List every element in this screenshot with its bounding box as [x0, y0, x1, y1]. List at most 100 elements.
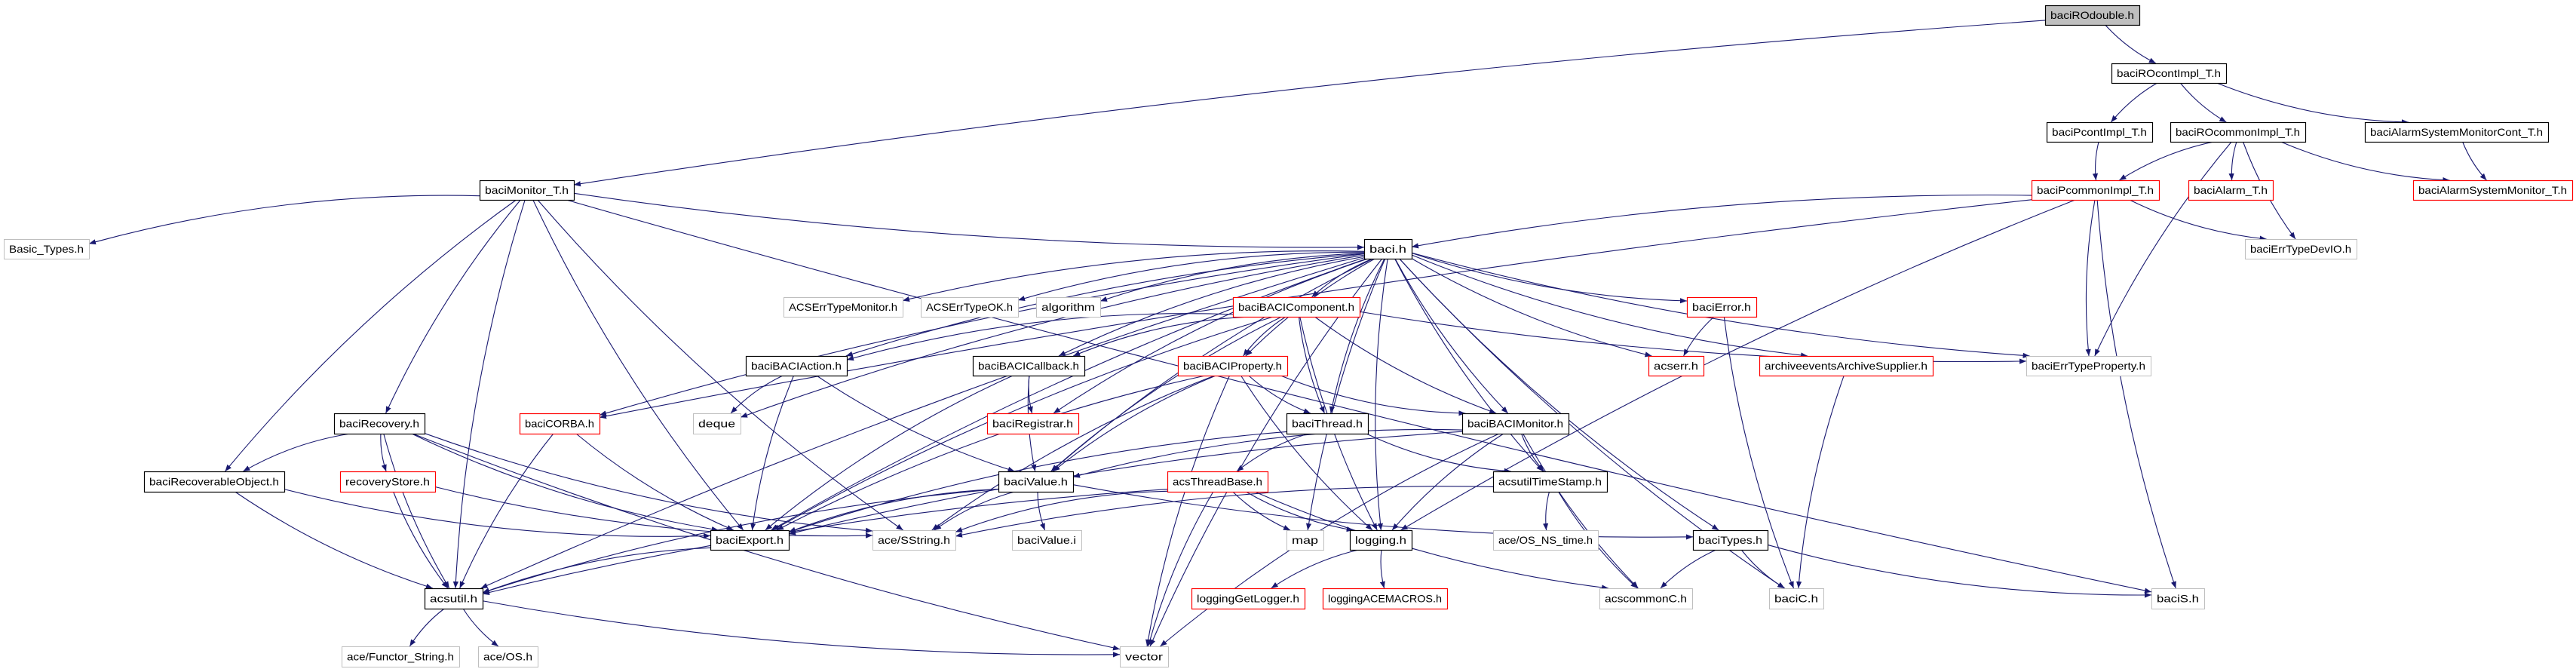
node-acsthreadbase-h[interactable]: acsThreadBase.h [1167, 471, 1269, 493]
edge-archiveeventsarchivesupplier-h-to-bacic-h [1796, 375, 1845, 589]
node-bacirecovery-h[interactable]: baciRecovery.h [333, 413, 426, 435]
node-loggingacemacros-h[interactable]: loggingACEMACROS.h [1322, 588, 1449, 610]
edge-bacibacimonitor-h-to-baciexport-h [788, 431, 1463, 535]
node-box [1692, 529, 1769, 551]
edge-bacialarmsystemmonitorcont-t-h-to-bacialarmsystemmonitor-t-h [2462, 141, 2487, 181]
node-label: ACSErrTypeOK.h [926, 301, 1013, 313]
node-box [478, 646, 538, 667]
node-label: baciROdouble.h [2050, 9, 2134, 21]
node-label: deque [698, 418, 735, 430]
node-label: baciBACIMonitor.h [1467, 418, 1563, 430]
node-box [1120, 646, 1169, 667]
edge-baci-h-to-acsutiltimestamp-h [1394, 258, 1544, 472]
edge-bacibaciproperty-h-to-bacithread-h [1248, 375, 1311, 414]
node-bacirocommonimpl-t-h[interactable]: baciROcommonImpl_T.h [2170, 121, 2307, 143]
node-bacimonitor-t-h[interactable]: baciMonitor_T.h [479, 180, 575, 201]
node-bacibacimonitor-h[interactable]: baciBACIMonitor.h [1461, 413, 1570, 435]
node-acserr-h[interactable]: acserr.h [1648, 355, 1705, 377]
node-baciexport-h[interactable]: baciExport.h [710, 529, 790, 551]
node-label: baciAlarmSystemMonitor_T.h [2418, 184, 2567, 196]
node-map: map [1286, 530, 1324, 551]
node-deque: deque [693, 413, 741, 434]
node-label: baciRecovery.h [339, 418, 419, 430]
node-bacipcontimpl-t-h[interactable]: baciPcontImpl_T.h [2046, 121, 2154, 143]
node-bacibaciaction-h[interactable]: baciBACIAction.h [745, 355, 848, 377]
node-box [784, 297, 903, 318]
node-archiveeventsarchivesupplier-h[interactable]: archiveeventsArchiveSupplier.h [1759, 355, 1934, 377]
nodes-layer: baciROdouble.h baciROcontImpl_T.h baciPcon… [4, 5, 2574, 667]
node-ace-os-h: ace/OS.h [478, 646, 538, 667]
edge-bacirecovery-h-to-vector [412, 433, 1121, 651]
node-label: acsutil.h [430, 593, 477, 605]
node-acsutil-h[interactable]: acsutil.h [424, 588, 484, 610]
edge-baci-h-to-acserr-h [1411, 258, 1652, 357]
edge-bacirecovery-h-to-baciexport-h [411, 433, 719, 532]
edge-bacithread-h-to-baciexport-h [788, 431, 1287, 533]
node-bacialarm-t-h[interactable]: baciAlarm_T.h [2188, 180, 2274, 201]
node-bacibaciproperty-h[interactable]: baciBACIProperty.h [1177, 355, 1289, 377]
edge-bacirocontimpl-t-h-to-bacirocommonimpl-t-h [2179, 82, 2227, 123]
edge-bacirecoverableobject-h-to-acsutil-h [235, 491, 434, 589]
node-logging-h[interactable]: logging.h [1349, 529, 1413, 551]
node-box [1599, 588, 1693, 609]
node-bacibacicomponent-h[interactable]: baciBACIComponent.h [1232, 296, 1361, 318]
node-recoverystore-h[interactable]: recoveryStore.h [339, 471, 437, 493]
node-box [424, 588, 484, 610]
edge-bacimonitor-t-h-to-bacirecovery-h [385, 199, 521, 414]
node-box [1769, 588, 1824, 609]
edge-bacibacimonitor-h-to-acsutiltimestamp-h [1521, 433, 1544, 472]
node-label: loggingACEMACROS.h [1328, 593, 1442, 605]
node-bacithread-h[interactable]: baciThread.h [1286, 413, 1369, 435]
edge-bacirocontimpl-t-h-to-bacipcontimpl-t-h [2110, 82, 2157, 123]
node-box [143, 471, 286, 493]
node-box [1492, 471, 1608, 493]
node-acsutiltimestamp-h[interactable]: acsutilTimeStamp.h [1492, 471, 1608, 493]
edge-bacibacimonitor-h-to-logging-h [1391, 433, 1504, 531]
node-label: recoveryStore.h [345, 476, 430, 488]
node-box [1759, 355, 1934, 377]
node-bacirodouble-h[interactable]: baciROdouble.h [2044, 5, 2141, 26]
node-bacivalue-h[interactable]: baciValue.h [998, 471, 1075, 493]
node-box [1286, 413, 1369, 435]
edge-acsthreadbase-h-to-vector [1147, 491, 1214, 647]
edge-bacibacicomponent-h-to-bacierrtypeproperty-h [1359, 311, 2027, 364]
edge-logging-h-to-logginggetlogger-h [1271, 549, 1359, 589]
edge-bacivalue-h-to-ace-sstring-h [934, 491, 1015, 531]
node-bacialarmsystemmonitor-t-h[interactable]: baciAlarmSystemMonitor_T.h [2412, 180, 2574, 201]
node-box [1232, 296, 1361, 318]
edge-baci-h-to-acserrtypeok-h [1017, 251, 1365, 302]
node-logginggetlogger-h[interactable]: loggingGetLogger.h [1191, 588, 1306, 610]
node-box [1167, 471, 1269, 493]
edge-baci-h-to-bacibacicallback-h [1058, 256, 1365, 357]
node-bacierror-h[interactable]: baciError.h [1686, 296, 1758, 318]
node-bacialarmsystemmonitorcont-t-h[interactable]: baciAlarmSystemMonitorCont_T.h [2364, 121, 2550, 143]
node-bacitypes-h[interactable]: baciTypes.h [1692, 529, 1769, 551]
node-box [1686, 296, 1758, 318]
node-label: baciErrTypeDevIO.h [2250, 243, 2351, 255]
edge-acsthreadbase-h-to-map [1232, 491, 1291, 531]
edge-baci-h-to-bacierrtypeproperty-h [1411, 252, 2030, 358]
edge-bacirocontimpl-t-h-to-bacialarmsystemmonitorcont-t-h [2216, 82, 2409, 125]
node-bacibacicallback-h[interactable]: baciBACICallback.h [972, 355, 1086, 377]
node-box [1286, 530, 1324, 551]
edge-bacithread-h-to-acsutiltimestamp-h [1366, 433, 1511, 474]
edge-baci-h-to-bacithread-h [1329, 258, 1385, 414]
node-baciregistrar-h[interactable]: baciRegistrar.h [986, 413, 1080, 435]
node-label: ACSErrTypeMonitor.h [789, 301, 897, 313]
edge-bacibacimonitor-h-to-acscommonc-h [1523, 433, 1639, 589]
node-bacicorba-h[interactable]: baciCORBA.h [519, 413, 601, 435]
node-label: baciRecoverableObject.h [149, 476, 279, 488]
edge-acsthreadbase-h-to-acsutil-h [482, 489, 1168, 595]
edge-bacitypes-h-to-bacic-h [1740, 549, 1786, 589]
node-box [339, 471, 437, 493]
node-label: acsThreadBase.h [1173, 476, 1262, 488]
node-baci-h[interactable]: baci.h [1363, 238, 1413, 260]
node-bacipcommonimpl-t-h[interactable]: baciPcommonImpl_T.h [2031, 180, 2160, 201]
node-bacirecoverableobject-h[interactable]: baciRecoverableObject.h [143, 471, 286, 493]
node-bacirocontimpl-t-h[interactable]: baciROcontImpl_T.h [2111, 63, 2228, 84]
edge-acsutil-h-to-ace-os-h [462, 608, 499, 647]
node-label: map [1292, 534, 1318, 546]
edge-bacipcommonimpl-t-h-to-bacierrtypedevio-h [2129, 199, 2267, 241]
edge-bacipcommonimpl-t-h-to-baci-h [1411, 195, 2032, 249]
